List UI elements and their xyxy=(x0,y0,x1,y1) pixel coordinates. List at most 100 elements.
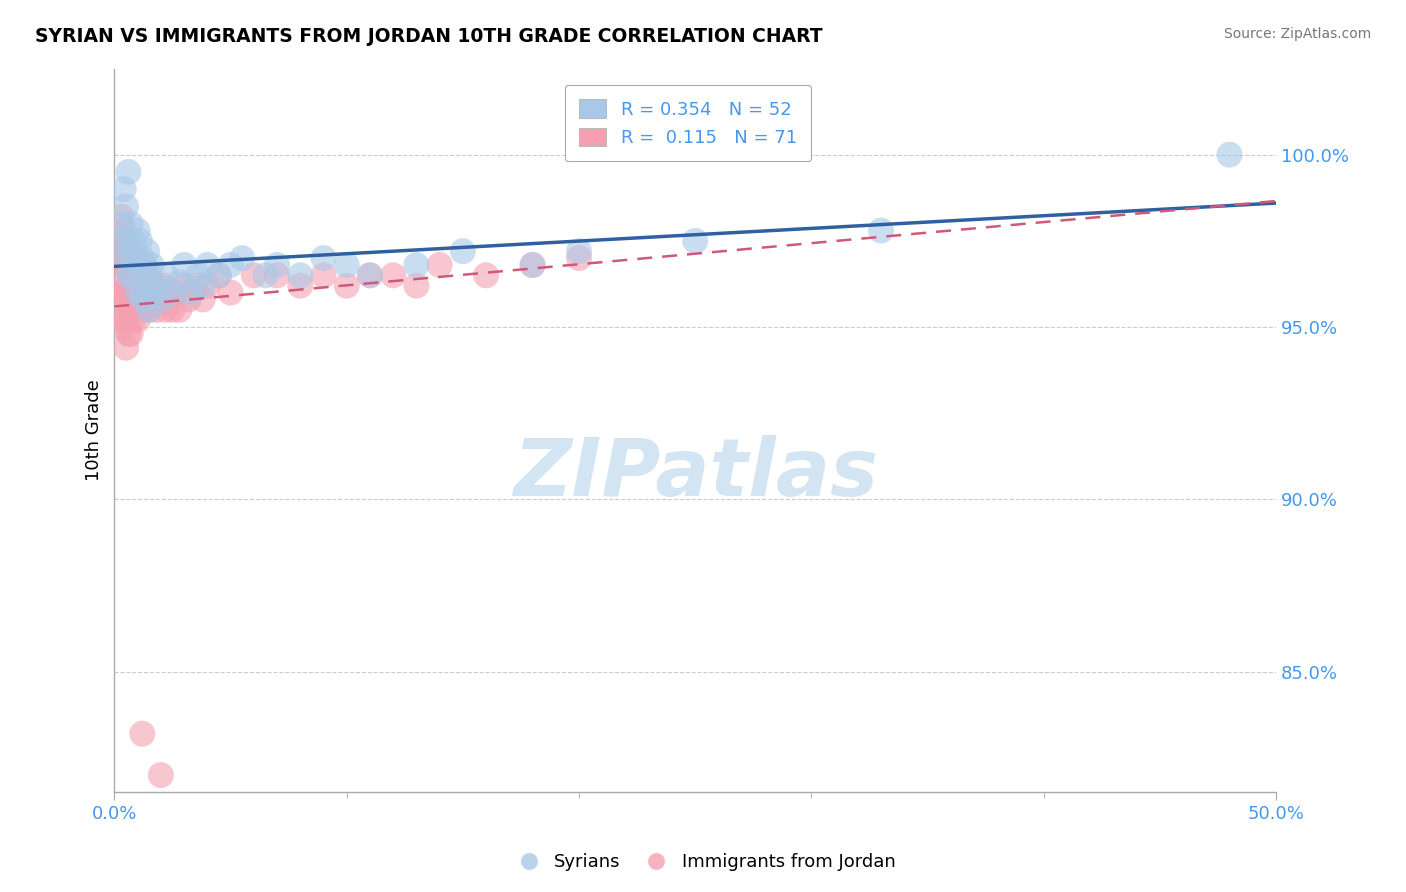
Point xyxy=(195,258,218,272)
Point xyxy=(110,210,132,224)
Point xyxy=(568,251,591,265)
Point xyxy=(122,258,145,272)
Point xyxy=(208,268,231,283)
Point xyxy=(110,217,132,231)
Point xyxy=(522,258,544,272)
Point xyxy=(136,244,159,259)
Point xyxy=(159,285,181,300)
Point xyxy=(112,234,135,248)
Point xyxy=(290,278,312,293)
Point xyxy=(127,285,149,300)
Point xyxy=(127,258,149,272)
Point xyxy=(219,258,242,272)
Point xyxy=(120,302,142,317)
Point xyxy=(148,285,170,300)
Point xyxy=(122,285,145,300)
Point xyxy=(145,302,167,317)
Point xyxy=(134,258,156,272)
Point xyxy=(208,268,231,283)
Point xyxy=(405,258,427,272)
Point xyxy=(683,234,706,248)
Point xyxy=(117,234,139,248)
Point xyxy=(127,285,149,300)
Point xyxy=(180,285,202,300)
Point xyxy=(195,278,218,293)
Point xyxy=(112,258,135,272)
Point xyxy=(405,278,427,293)
Point xyxy=(136,285,159,300)
Point xyxy=(115,313,138,327)
Point xyxy=(120,251,142,265)
Point xyxy=(127,313,149,327)
Point xyxy=(870,223,893,237)
Point xyxy=(155,302,177,317)
Point xyxy=(231,251,253,265)
Point xyxy=(152,278,174,293)
Point xyxy=(110,320,132,334)
Point xyxy=(243,268,266,283)
Point xyxy=(108,258,131,272)
Point xyxy=(117,244,139,259)
Point xyxy=(138,302,160,317)
Point xyxy=(115,251,138,265)
Point xyxy=(120,326,142,341)
Point xyxy=(254,268,277,283)
Point xyxy=(110,293,132,307)
Point xyxy=(162,285,184,300)
Point xyxy=(112,313,135,327)
Point xyxy=(149,293,172,307)
Point xyxy=(187,268,209,283)
Point xyxy=(138,302,160,317)
Point xyxy=(451,244,474,259)
Point xyxy=(110,268,132,283)
Point xyxy=(134,293,156,307)
Point xyxy=(266,268,288,283)
Point xyxy=(110,244,132,259)
Legend: Syrians, Immigrants from Jordan: Syrians, Immigrants from Jordan xyxy=(503,847,903,879)
Point xyxy=(155,268,177,283)
Point xyxy=(145,278,167,293)
Point xyxy=(127,223,149,237)
Point xyxy=(177,293,200,307)
Text: Source: ZipAtlas.com: Source: ZipAtlas.com xyxy=(1223,27,1371,41)
Point xyxy=(475,268,498,283)
Point xyxy=(120,278,142,293)
Point xyxy=(191,293,214,307)
Point xyxy=(429,258,451,272)
Point xyxy=(359,268,381,283)
Point xyxy=(124,244,146,259)
Point xyxy=(127,258,149,272)
Point xyxy=(129,268,152,283)
Point xyxy=(117,278,139,293)
Point xyxy=(312,268,335,283)
Point xyxy=(124,293,146,307)
Point xyxy=(122,268,145,283)
Point xyxy=(336,278,359,293)
Point xyxy=(131,278,153,293)
Point xyxy=(184,278,207,293)
Point xyxy=(149,768,172,782)
Point xyxy=(138,278,160,293)
Point xyxy=(134,268,156,283)
Y-axis label: 10th Grade: 10th Grade xyxy=(86,379,103,482)
Point xyxy=(169,302,191,317)
Legend: R = 0.354   N = 52, R =  0.115   N = 71: R = 0.354 N = 52, R = 0.115 N = 71 xyxy=(565,85,811,161)
Point xyxy=(115,258,138,272)
Point xyxy=(131,727,153,741)
Point xyxy=(142,278,165,293)
Point xyxy=(112,182,135,196)
Point xyxy=(117,302,139,317)
Point xyxy=(141,293,163,307)
Point xyxy=(163,285,186,300)
Point xyxy=(149,293,172,307)
Point xyxy=(108,234,131,248)
Point xyxy=(129,234,152,248)
Point xyxy=(568,244,591,259)
Text: ZIPatlas: ZIPatlas xyxy=(513,434,877,513)
Point xyxy=(131,251,153,265)
Point xyxy=(120,251,142,265)
Point xyxy=(169,275,191,289)
Point xyxy=(142,285,165,300)
Point xyxy=(290,268,312,283)
Point xyxy=(219,285,242,300)
